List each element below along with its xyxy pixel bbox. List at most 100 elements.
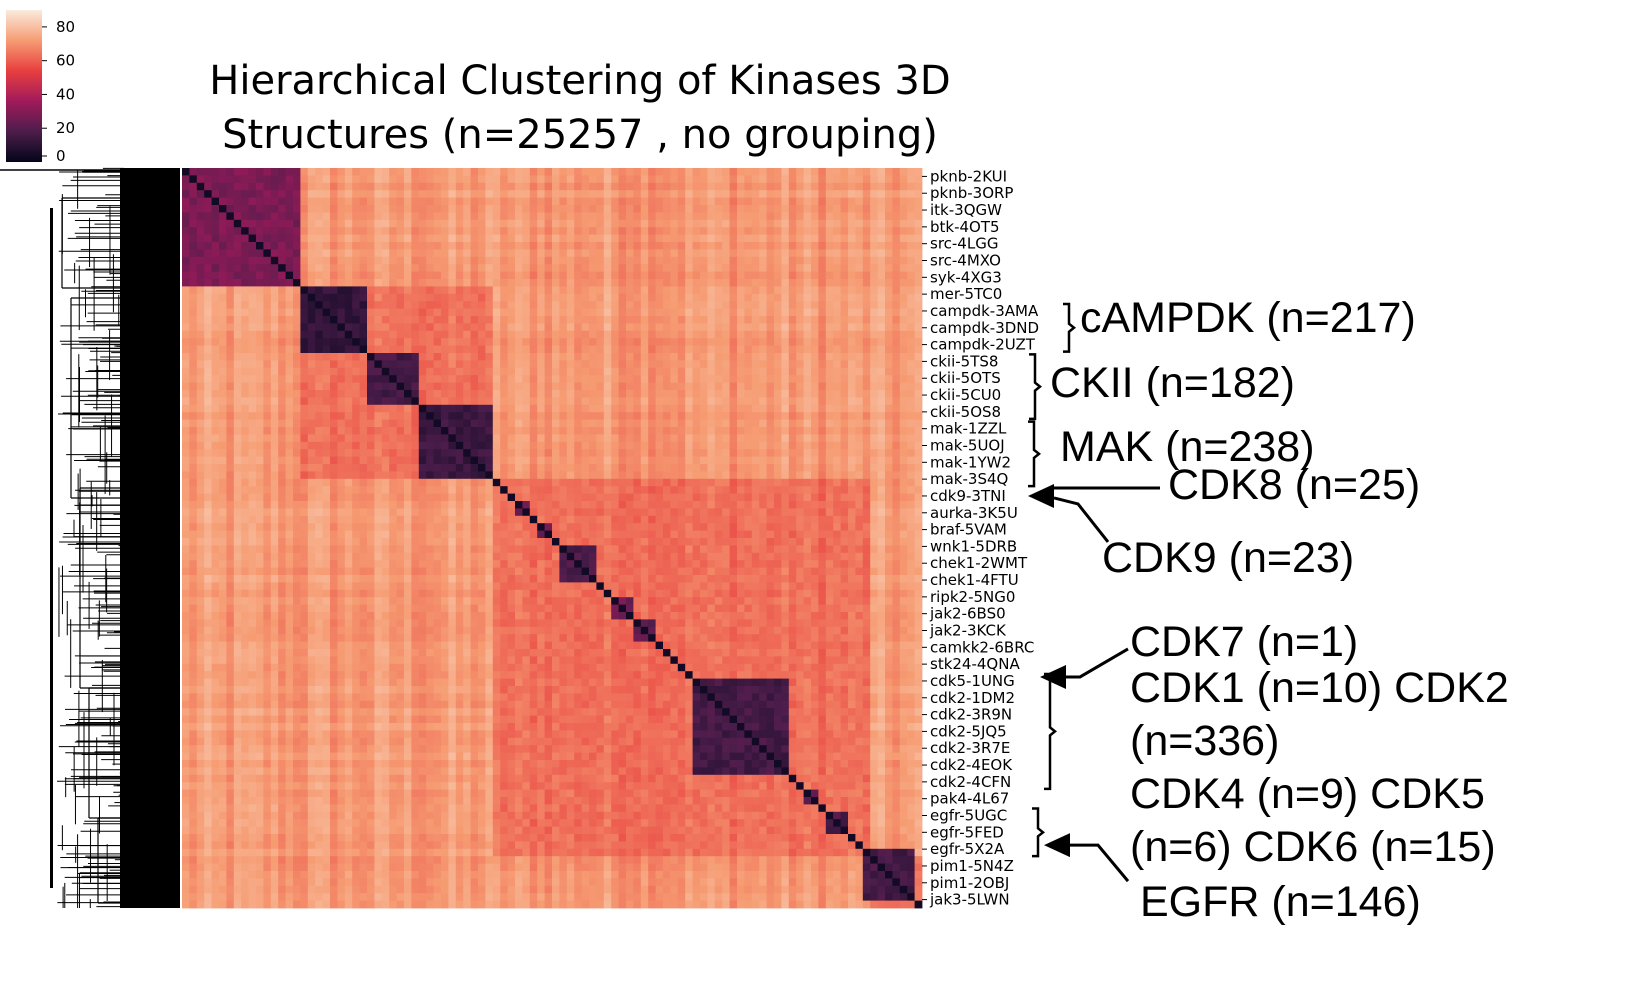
heatmap-cell xyxy=(544,397,553,406)
heatmap-cell xyxy=(737,464,745,472)
heatmap-cell xyxy=(182,316,190,324)
heatmap-cell xyxy=(293,427,301,435)
heatmap-cell xyxy=(663,197,671,206)
heatmap-cell xyxy=(899,367,908,376)
heatmap-cell xyxy=(685,382,693,391)
heatmap-cell xyxy=(825,249,834,258)
heatmap-cell xyxy=(700,434,708,443)
heatmap-cell xyxy=(803,175,812,184)
heatmap-cell xyxy=(870,323,878,332)
heatmap-cell xyxy=(892,441,901,450)
heatmap-cell xyxy=(907,449,915,457)
heatmap-cell xyxy=(248,190,257,198)
heatmap-cell xyxy=(219,190,227,198)
heatmap-cell xyxy=(226,508,235,517)
heatmap-cell xyxy=(707,501,716,509)
heatmap-cell xyxy=(359,227,368,235)
heatmap-cell xyxy=(241,486,249,494)
heatmap-cell xyxy=(744,168,753,176)
heatmap-cell xyxy=(781,360,790,369)
heatmap-cell xyxy=(256,404,264,413)
heatmap-cell xyxy=(189,397,198,406)
heatmap-cell xyxy=(788,390,797,398)
heatmap-cell xyxy=(522,345,531,354)
heatmap-cell xyxy=(448,338,457,346)
heatmap-cell xyxy=(315,464,323,472)
heatmap-cell xyxy=(219,345,227,354)
heatmap-cell xyxy=(774,471,782,480)
heatmap-cell xyxy=(344,382,353,391)
heatmap-cell xyxy=(759,242,767,250)
heatmap-cell xyxy=(219,308,227,317)
heatmap-cell xyxy=(337,375,346,383)
heatmap-cell xyxy=(241,168,249,176)
heatmap-cell xyxy=(182,323,190,332)
heatmap-cell xyxy=(885,375,893,383)
heatmap-cell xyxy=(788,190,797,198)
heatmap-cell xyxy=(507,286,516,295)
heatmap-cell xyxy=(322,367,331,376)
heatmap-cell xyxy=(233,330,242,339)
heatmap-cell xyxy=(189,271,198,280)
heatmap-cell xyxy=(589,293,597,302)
heatmap-cell xyxy=(293,375,301,383)
heatmap-cell xyxy=(626,168,634,176)
heatmap-cell xyxy=(441,382,449,391)
heatmap-cell xyxy=(685,441,693,450)
heatmap-cell xyxy=(825,175,834,184)
heatmap-cell xyxy=(344,397,353,406)
heatmap-cell xyxy=(877,175,886,184)
heatmap-cell xyxy=(337,316,346,324)
heatmap-cell xyxy=(211,501,220,509)
heatmap-cell xyxy=(500,168,508,176)
heatmap-cell xyxy=(374,330,383,339)
heatmap-cell xyxy=(352,493,360,502)
heatmap-cell xyxy=(744,323,753,332)
heatmap-cell xyxy=(219,441,227,450)
heatmap-cell xyxy=(589,234,597,243)
heatmap-cell xyxy=(618,441,627,450)
heatmap-cell xyxy=(263,212,272,221)
heatmap-cell xyxy=(552,264,560,272)
heatmap-cell xyxy=(848,397,856,406)
heatmap-cell xyxy=(226,256,235,265)
heatmap-cell xyxy=(766,478,775,487)
heatmap-cell xyxy=(862,182,871,191)
heatmap-cell xyxy=(892,293,901,302)
heatmap-cell xyxy=(233,508,242,517)
heatmap-cell xyxy=(189,182,198,191)
heatmap-cell xyxy=(500,367,508,376)
heatmap-cell xyxy=(855,168,864,176)
heatmap-cell xyxy=(389,227,397,235)
heatmap-cell xyxy=(455,301,464,309)
heatmap-cell xyxy=(522,464,531,472)
heatmap-cell xyxy=(707,390,716,398)
heatmap-cell xyxy=(737,197,745,206)
heatmap-cell xyxy=(552,271,560,280)
heatmap-cell xyxy=(611,419,619,428)
heatmap-cell xyxy=(211,271,220,280)
heatmap-cell xyxy=(426,486,434,494)
heatmap-cell xyxy=(670,256,679,265)
heatmap-cell xyxy=(603,464,612,472)
heatmap-cell xyxy=(196,338,205,346)
heatmap-cell xyxy=(766,427,775,435)
heatmap-cell xyxy=(278,434,286,443)
heatmap-cell xyxy=(589,249,597,258)
heatmap-cell xyxy=(411,338,420,346)
heatmap-cell xyxy=(737,478,745,487)
heatmap-cell xyxy=(574,197,582,206)
heatmap-cell xyxy=(270,264,279,272)
heatmap-cell xyxy=(337,404,346,413)
heatmap-cell xyxy=(507,353,516,361)
heatmap-cell xyxy=(278,353,286,361)
heatmap-cell xyxy=(581,360,590,369)
heatmap-cell xyxy=(322,345,331,354)
heatmap-cell xyxy=(367,168,375,176)
heatmap-cell xyxy=(692,293,701,302)
heatmap-cell xyxy=(285,412,294,420)
heatmap-cell xyxy=(870,353,878,361)
heatmap-cell xyxy=(670,279,679,287)
heatmap-cell xyxy=(418,360,427,369)
